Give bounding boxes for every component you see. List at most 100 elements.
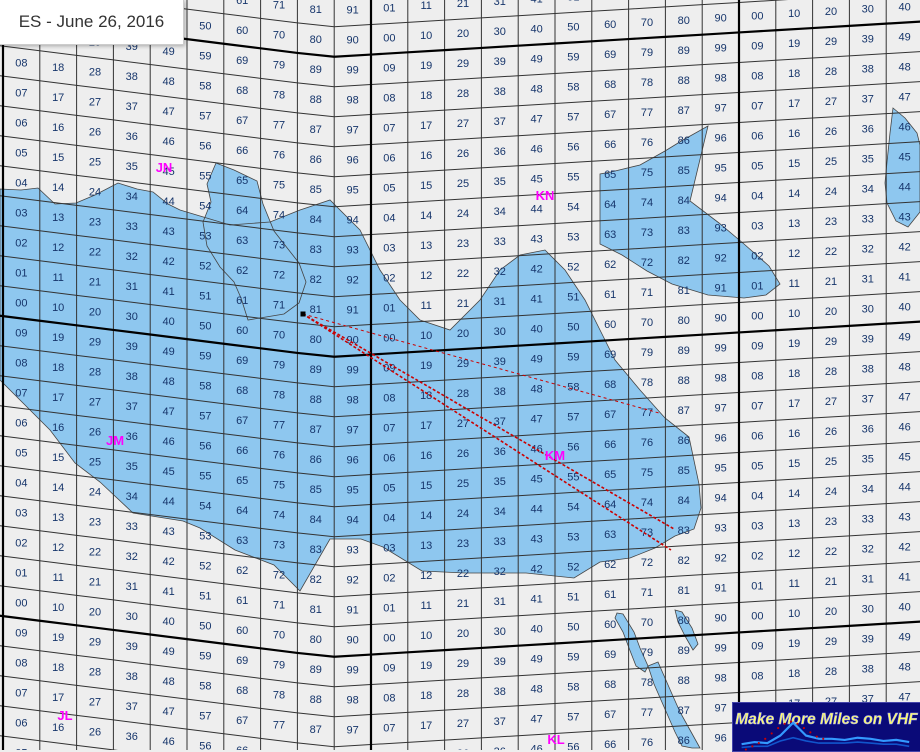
svg-text:96: 96 bbox=[714, 433, 726, 445]
svg-text:70: 70 bbox=[273, 330, 285, 342]
svg-text:88: 88 bbox=[310, 394, 322, 406]
svg-text:51: 51 bbox=[567, 0, 579, 3]
svg-text:29: 29 bbox=[457, 658, 469, 670]
svg-text:37: 37 bbox=[862, 394, 874, 406]
svg-text:68: 68 bbox=[604, 679, 616, 691]
svg-text:20: 20 bbox=[89, 607, 101, 619]
svg-text:JL: JL bbox=[57, 708, 72, 723]
svg-text:84: 84 bbox=[678, 495, 690, 507]
svg-text:07: 07 bbox=[383, 722, 395, 734]
svg-text:38: 38 bbox=[862, 364, 874, 376]
svg-text:38: 38 bbox=[126, 671, 138, 683]
svg-text:31: 31 bbox=[862, 274, 874, 286]
svg-text:27: 27 bbox=[457, 718, 469, 730]
svg-text:95: 95 bbox=[346, 485, 358, 497]
svg-text:56: 56 bbox=[199, 740, 211, 750]
svg-text:14: 14 bbox=[788, 188, 800, 200]
svg-text:11: 11 bbox=[420, 300, 431, 312]
svg-text:37: 37 bbox=[126, 701, 138, 713]
svg-text:97: 97 bbox=[714, 703, 726, 715]
svg-text:19: 19 bbox=[52, 632, 64, 644]
svg-text:25: 25 bbox=[89, 157, 101, 169]
svg-text:68: 68 bbox=[604, 379, 616, 391]
svg-text:69: 69 bbox=[236, 655, 248, 667]
svg-text:99: 99 bbox=[714, 343, 726, 355]
svg-text:36: 36 bbox=[862, 424, 874, 436]
svg-text:41: 41 bbox=[530, 594, 542, 606]
svg-text:90: 90 bbox=[714, 313, 726, 325]
svg-text:30: 30 bbox=[862, 604, 874, 616]
svg-text:87: 87 bbox=[310, 124, 322, 136]
svg-text:88: 88 bbox=[310, 94, 322, 106]
svg-text:50: 50 bbox=[567, 321, 579, 333]
svg-text:26: 26 bbox=[89, 727, 101, 739]
svg-text:19: 19 bbox=[788, 338, 800, 350]
svg-text:01: 01 bbox=[383, 302, 395, 314]
svg-text:84: 84 bbox=[678, 195, 690, 207]
svg-text:29: 29 bbox=[89, 337, 101, 349]
svg-text:19: 19 bbox=[420, 60, 432, 72]
svg-text:91: 91 bbox=[714, 583, 726, 595]
svg-text:04: 04 bbox=[383, 212, 395, 224]
svg-text:64: 64 bbox=[604, 199, 616, 211]
svg-text:05: 05 bbox=[751, 460, 763, 472]
svg-text:45: 45 bbox=[162, 466, 174, 478]
svg-text:29: 29 bbox=[825, 36, 837, 48]
svg-text:03: 03 bbox=[751, 520, 763, 532]
svg-text:66: 66 bbox=[236, 445, 248, 457]
svg-text:31: 31 bbox=[126, 281, 138, 293]
svg-text:31: 31 bbox=[494, 0, 506, 8]
svg-text:11: 11 bbox=[52, 272, 63, 284]
svg-text:12: 12 bbox=[420, 570, 432, 582]
svg-text:48: 48 bbox=[530, 84, 542, 96]
svg-text:79: 79 bbox=[641, 47, 653, 59]
svg-text:44: 44 bbox=[530, 204, 542, 216]
svg-text:39: 39 bbox=[862, 634, 874, 646]
svg-text:40: 40 bbox=[162, 316, 174, 328]
svg-text:78: 78 bbox=[273, 690, 285, 702]
svg-text:82: 82 bbox=[678, 255, 690, 267]
svg-text:73: 73 bbox=[641, 227, 653, 239]
svg-text:53: 53 bbox=[199, 230, 211, 242]
svg-text:43: 43 bbox=[162, 526, 174, 538]
svg-text:50: 50 bbox=[567, 21, 579, 33]
svg-text:49: 49 bbox=[162, 646, 174, 658]
svg-text:29: 29 bbox=[825, 636, 837, 648]
svg-text:03: 03 bbox=[15, 207, 27, 219]
svg-text:18: 18 bbox=[788, 668, 800, 680]
svg-text:35: 35 bbox=[126, 461, 138, 473]
svg-text:51: 51 bbox=[567, 591, 579, 603]
svg-text:05: 05 bbox=[15, 147, 27, 159]
svg-text:KM: KM bbox=[545, 448, 565, 463]
svg-text:70: 70 bbox=[641, 17, 653, 29]
svg-text:34: 34 bbox=[862, 184, 874, 196]
svg-text:80: 80 bbox=[678, 315, 690, 327]
svg-text:88: 88 bbox=[678, 675, 690, 687]
svg-text:KN: KN bbox=[536, 188, 555, 203]
svg-text:15: 15 bbox=[52, 452, 64, 464]
svg-text:47: 47 bbox=[162, 406, 174, 418]
svg-text:19: 19 bbox=[788, 638, 800, 650]
svg-text:69: 69 bbox=[604, 49, 616, 61]
svg-text:84: 84 bbox=[310, 214, 322, 226]
svg-text:28: 28 bbox=[457, 388, 469, 400]
svg-text:96: 96 bbox=[346, 155, 358, 167]
svg-text:06: 06 bbox=[751, 430, 763, 442]
svg-text:42: 42 bbox=[530, 564, 542, 576]
svg-text:76: 76 bbox=[273, 450, 285, 462]
svg-text:58: 58 bbox=[199, 380, 211, 392]
svg-text:18: 18 bbox=[420, 690, 432, 702]
svg-text:52: 52 bbox=[567, 261, 579, 273]
svg-text:24: 24 bbox=[457, 508, 469, 520]
svg-text:02: 02 bbox=[751, 250, 763, 262]
svg-text:41: 41 bbox=[162, 586, 174, 598]
svg-text:80: 80 bbox=[310, 634, 322, 646]
svg-text:51: 51 bbox=[199, 0, 211, 2]
svg-text:85: 85 bbox=[678, 465, 690, 477]
svg-text:86: 86 bbox=[310, 454, 322, 466]
svg-text:93: 93 bbox=[714, 223, 726, 235]
svg-text:74: 74 bbox=[273, 510, 285, 522]
svg-text:09: 09 bbox=[383, 662, 395, 674]
svg-text:77: 77 bbox=[641, 407, 653, 419]
svg-text:KL: KL bbox=[547, 732, 564, 747]
